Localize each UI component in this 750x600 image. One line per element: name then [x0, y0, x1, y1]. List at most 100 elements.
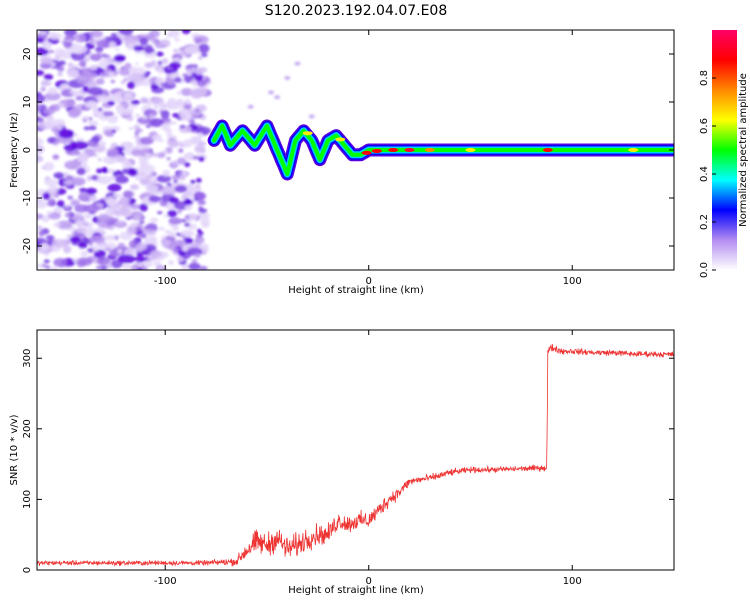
- noise-blob: [196, 228, 202, 233]
- noise-blob: [128, 126, 134, 131]
- noise-blob: [172, 112, 180, 118]
- noise-blob: [136, 266, 143, 270]
- noise-blob: [37, 198, 42, 202]
- noise-blob: [123, 77, 128, 82]
- noise-blob: [184, 45, 200, 55]
- noise-blob: [284, 76, 291, 80]
- noise-blob: [186, 186, 196, 193]
- noise-blob: [102, 155, 118, 165]
- noise-blob: [79, 187, 88, 193]
- noise-blob: [88, 243, 93, 247]
- noise-blob: [116, 220, 124, 225]
- noise-blob: [44, 120, 57, 129]
- noise-blob: [174, 100, 186, 108]
- noise-blob: [97, 214, 111, 223]
- noise-blob: [179, 124, 186, 129]
- noise-blob: [161, 58, 169, 65]
- noise-blob: [76, 257, 93, 266]
- noise-blob: [167, 260, 174, 266]
- noise-blob: [158, 267, 164, 270]
- noise-blob: [71, 150, 81, 156]
- snr-plot-area: [37, 330, 674, 570]
- noise-blob: [294, 61, 301, 66]
- noise-blob: [37, 117, 45, 123]
- noise-blob: [128, 66, 137, 73]
- y-tick-label: 300: [22, 349, 33, 368]
- noise-blob: [115, 175, 129, 184]
- noise-blob: [67, 195, 74, 200]
- noise-blob: [188, 212, 197, 221]
- noise-blob: [37, 94, 46, 104]
- noise-blob: [137, 263, 143, 267]
- noise-blob: [127, 168, 138, 177]
- noise-blob: [139, 220, 145, 224]
- noise-blob: [56, 126, 63, 131]
- noise-blob: [177, 209, 182, 214]
- noise-blob: [139, 37, 148, 46]
- noise-blob: [143, 44, 154, 54]
- noise-blob: [184, 237, 194, 245]
- ridge-peak: [424, 148, 435, 152]
- noise-blob: [69, 90, 79, 95]
- noise-blob: [40, 56, 54, 65]
- noise-blob: [72, 258, 79, 262]
- ridge-peak: [465, 148, 476, 152]
- noise-blob: [131, 149, 143, 157]
- noise-blob: [44, 99, 50, 103]
- noise-blob: [157, 69, 165, 74]
- noise-blob: [150, 217, 159, 223]
- noise-blob: [106, 147, 119, 157]
- noise-blob: [63, 179, 73, 186]
- noise-blob: [95, 46, 104, 53]
- noise-blob: [139, 177, 152, 186]
- noise-blob: [37, 144, 45, 154]
- noise-blob: [187, 223, 198, 230]
- noise-blob: [125, 216, 132, 220]
- ridge-peak: [628, 148, 639, 152]
- ridge-band: [212, 124, 674, 176]
- noise-blob: [169, 120, 177, 125]
- noise-blob: [91, 135, 100, 143]
- spectrogram-noise: [37, 30, 315, 270]
- noise-blob: [182, 231, 192, 237]
- noise-blob: [66, 68, 79, 78]
- noise-blob: [135, 62, 139, 66]
- noise-blob: [146, 201, 152, 206]
- noise-blob: [94, 227, 105, 233]
- noise-blob: [160, 185, 177, 195]
- noise-blob: [88, 125, 97, 131]
- noise-blob: [63, 41, 73, 47]
- noise-blob: [90, 64, 98, 71]
- noise-blob: [118, 67, 131, 76]
- noise-blob: [52, 118, 66, 128]
- noise-blob: [119, 197, 127, 204]
- noise-blob: [174, 77, 182, 83]
- noise-blob: [160, 109, 170, 119]
- noise-blob: [144, 62, 154, 69]
- noise-blob: [76, 227, 88, 234]
- noise-blob: [130, 99, 141, 105]
- noise-blob: [84, 42, 95, 50]
- noise-blob: [44, 178, 58, 187]
- noise-blob: [87, 86, 103, 96]
- noise-blob: [156, 174, 172, 183]
- noise-blob: [107, 100, 116, 106]
- x-tick-label: 0: [366, 576, 372, 587]
- noise-blob: [195, 177, 202, 183]
- noise-blob: [51, 239, 69, 248]
- noise-blob: [127, 45, 134, 51]
- noise-blob: [122, 263, 131, 270]
- noise-blob: [48, 33, 62, 40]
- noise-blob: [180, 218, 187, 223]
- noise-blob: [71, 141, 89, 150]
- noise-blob: [179, 108, 189, 114]
- noise-blob: [133, 135, 141, 139]
- noise-blob: [42, 192, 51, 201]
- noise-blob: [188, 262, 201, 270]
- noise-blob: [70, 177, 86, 186]
- noise-blob: [180, 88, 193, 96]
- noise-blob: [161, 44, 167, 48]
- noise-blob: [53, 156, 59, 160]
- noise-blob: [154, 105, 158, 109]
